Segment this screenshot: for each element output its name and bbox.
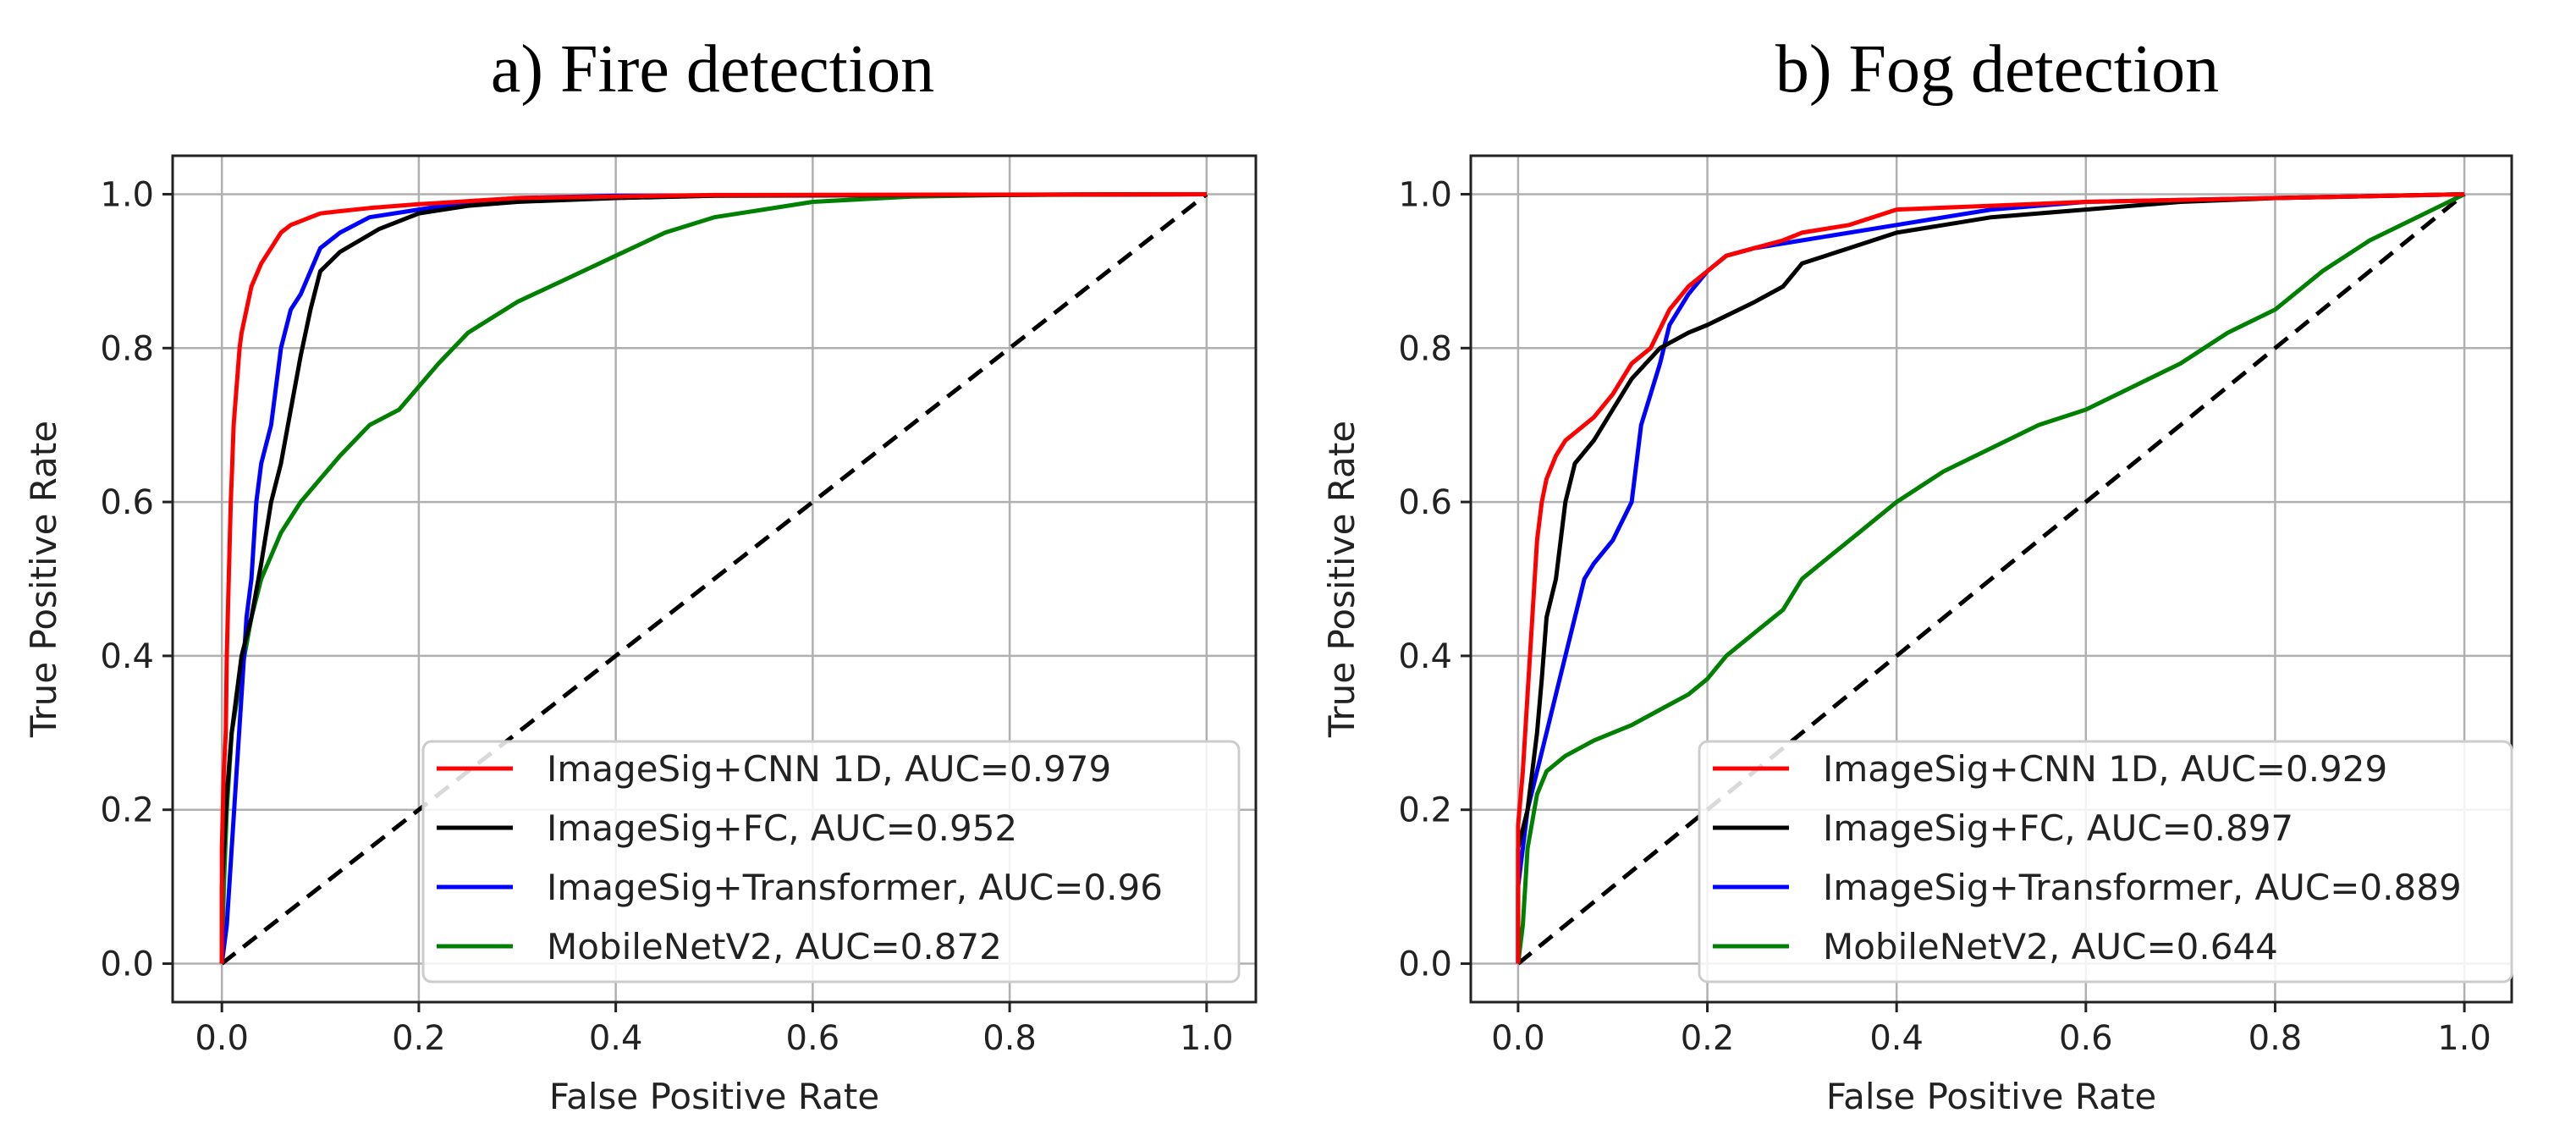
fire-ytick-label-5: 1.0 (100, 175, 154, 214)
fire-chance-line (220, 192, 1208, 966)
fire-grid (173, 156, 1256, 1002)
fog-fc-curve (1516, 192, 2465, 964)
fog-xtick-label-5: 1.0 (2437, 1019, 2491, 1058)
fire-xtick-label-2: 0.4 (589, 1019, 643, 1058)
fire-xtick-label-0: 0.0 (195, 1019, 249, 1058)
fog-mobilenet-curve (1516, 192, 2466, 964)
fog-ytick-label-2: 0.4 (1398, 637, 1452, 676)
fire-ytick-label-4: 0.8 (100, 329, 154, 368)
fire-legend-label-transformer: ImageSig+Transformer, AUC=0.96 (547, 867, 1163, 908)
fog-ytick-label-0: 0.0 (1398, 945, 1452, 984)
fire-legend-label-cnn1d: ImageSig+CNN 1D, AUC=0.979 (547, 748, 1111, 790)
fire-cnn1d-curve (219, 192, 1207, 964)
fire-xtick-label-1: 0.2 (392, 1019, 446, 1058)
fog-ytick-label-3: 0.6 (1398, 483, 1452, 522)
fire-legend: ImageSig+CNN 1D, AUC=0.979 ImageSig+FC, A… (421, 740, 1241, 983)
fog-xtick-label-4: 0.8 (2248, 1019, 2303, 1058)
fire-ytick-label-0: 0.0 (100, 945, 154, 984)
fire-ytick-label-3: 0.6 (100, 483, 154, 522)
fog-legend: ImageSig+CNN 1D, AUC=0.929 ImageSig+FC, A… (1698, 740, 2513, 983)
fog-xtick-label-0: 0.0 (1491, 1019, 1545, 1058)
fog-legend-label-mobilenet: MobileNetV2, AUC=0.644 (1823, 926, 2278, 967)
fire-legend-box (421, 740, 1241, 983)
fire-plot-frame (171, 154, 1258, 1004)
fire-panel-title: a) Fire detection (491, 32, 934, 107)
fog-legend-box (1698, 740, 2513, 983)
fire-xtick-label-4: 0.8 (983, 1019, 1037, 1058)
fire-legend-label-mobilenet: MobileNetV2, AUC=0.872 (547, 926, 1002, 967)
fire-series (219, 192, 1208, 966)
fog-detection-panel: b) Fog detection 0.0 0.2 0.4 0.6 0.8 1.00.00.… (1321, 32, 2513, 1117)
fire-xtick-label-5: 1.0 (1180, 1019, 1234, 1058)
fog-legend-label-fc: ImageSig+FC, AUC=0.897 (1823, 807, 2293, 849)
fire-y-axis-label: True Positive Rate (23, 421, 64, 738)
fire-ytick-label-2: 0.4 (100, 637, 154, 676)
fog-ytick-label-4: 0.8 (1398, 329, 1452, 368)
fog-series (1516, 192, 2466, 966)
fire-legend-label-fc: ImageSig+FC, AUC=0.952 (547, 807, 1017, 849)
fog-ytick-label-1: 0.2 (1398, 791, 1452, 830)
fog-ticks: 0.0 0.2 0.4 0.6 0.8 1.0 0.0 0.2 0.4 0.6 0.8 1.0 (1398, 175, 2491, 1058)
fire-xtick-label-3: 0.6 (786, 1019, 840, 1058)
fog-x-axis-label: False Positive Rate (1826, 1076, 2156, 1117)
fog-chance-line (1516, 192, 2466, 966)
fire-x-axis-label: False Positive Rate (549, 1076, 879, 1117)
fire-fc-curve (219, 192, 1207, 964)
fire-transformer-curve (219, 192, 1207, 964)
fog-ytick-label-5: 1.0 (1398, 175, 1452, 214)
fog-xtick-label-1: 0.2 (1681, 1019, 1735, 1058)
fog-y-axis-label: True Positive Rate (1321, 421, 1362, 738)
fog-transformer-curve (1516, 192, 2465, 964)
fog-xtick-label-3: 0.6 (2059, 1019, 2113, 1058)
fog-legend-label-transformer: ImageSig+Transformer, AUC=0.889 (1823, 867, 2462, 908)
fog-xtick-label-2: 0.4 (1869, 1019, 1924, 1058)
fog-cnn1d-curve (1516, 192, 2465, 964)
fire-ticks: 0.0 0.2 0.4 0.6 0.8 1.0 0.0 0.2 0.4 0.6 0.8 1.0 (100, 175, 1233, 1058)
fog-legend-label-cnn1d: ImageSig+CNN 1D, AUC=0.929 (1823, 748, 2387, 790)
fog-panel-title: b) Fog detection (1775, 32, 2219, 107)
fog-plot-frame (1469, 154, 2513, 1004)
fire-detection-panel: a) Fire detection 0.0 0.2 0.4 0.6 0.8 1.00.00… (23, 32, 1258, 1117)
fire-ytick-label-1: 0.2 (100, 791, 154, 830)
